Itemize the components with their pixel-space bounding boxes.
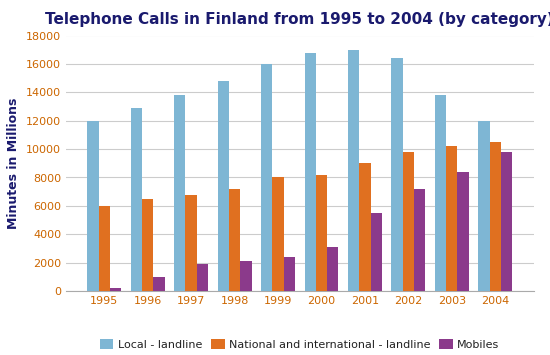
Bar [261,64,272,291]
Bar [305,53,316,291]
Bar [446,146,458,291]
Bar [240,261,251,291]
Bar [327,247,338,291]
Bar [174,95,185,291]
Bar [490,142,501,291]
Bar [197,264,208,291]
Bar [284,257,295,291]
Bar [348,50,359,291]
Bar [501,152,512,291]
Bar [98,206,110,291]
Bar [371,213,382,291]
Bar [458,172,469,291]
Bar [153,277,164,291]
Bar [131,108,142,291]
Bar [229,189,240,291]
Bar [478,121,490,291]
Bar [272,178,284,291]
Legend: Local - landline, National and international - landline, Mobiles: Local - landline, National and internati… [96,335,504,354]
Bar [185,195,197,291]
Y-axis label: Minutes in Millions: Minutes in Millions [8,98,20,229]
Bar [316,175,327,291]
Bar [218,81,229,291]
Bar [403,152,414,291]
Bar [87,121,98,291]
Bar [359,163,371,291]
Bar [392,58,403,291]
Bar [110,288,121,291]
Title: Telephone Calls in Finland from 1995 to 2004 (by category): Telephone Calls in Finland from 1995 to … [45,12,550,27]
Bar [435,95,446,291]
Bar [142,199,153,291]
Bar [414,189,425,291]
